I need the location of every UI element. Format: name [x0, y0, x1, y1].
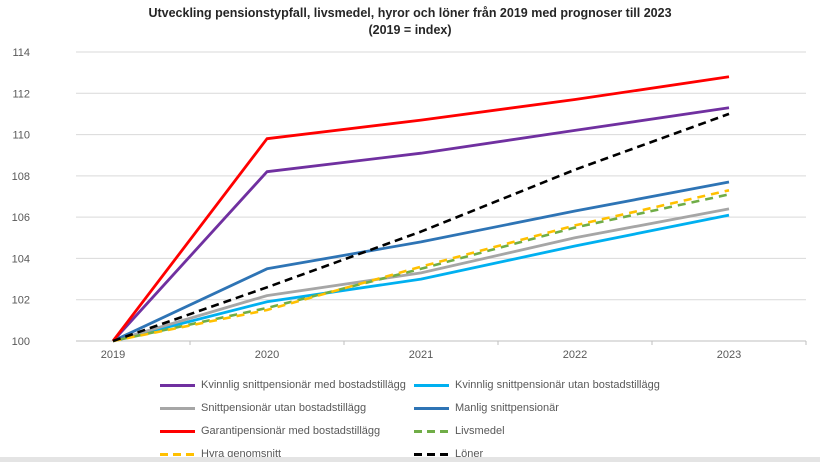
y-tick-label: 112	[12, 88, 30, 100]
series-line-snittpensionar-utan-bostadstillagg	[112, 207, 730, 343]
bottom-edge-strip	[0, 457, 820, 462]
y-tick-label: 104	[12, 253, 30, 265]
series-line-manlig-snittpensionar	[112, 180, 730, 343]
x-tick-label: 2019	[101, 349, 125, 361]
series-line-garantipensionar-med-bostadstillagg	[111, 75, 730, 342]
series-line-kvinnlig-snittpensionar-utan-bostadstillagg	[112, 213, 730, 343]
chart-subtitle: (2019 = index)	[368, 23, 452, 37]
series-line-kvinnlig-snittpensionar-med-bostadstillagg	[111, 106, 730, 342]
x-tick-label: 2022	[563, 349, 587, 361]
y-tick-label: 108	[12, 171, 30, 183]
y-tick-label: 110	[12, 130, 30, 142]
chart-title-block: Utveckling pensionstypfall, livsmedel, h…	[0, 5, 820, 39]
y-tick-label: 102	[12, 295, 30, 307]
series-line-loner	[112, 112, 730, 343]
series-line-livsmedel	[112, 193, 730, 343]
x-tick-label: 2021	[409, 349, 433, 361]
y-tick-label: 114	[12, 47, 30, 59]
series-line-hyra-genomsnitt	[112, 189, 730, 343]
x-tick-label: 2020	[255, 349, 279, 361]
chart-title: Utveckling pensionstypfall, livsmedel, h…	[148, 6, 672, 20]
y-tick-label: 100	[12, 336, 30, 348]
y-tick-label: 106	[12, 212, 30, 224]
x-tick-label: 2023	[717, 349, 741, 361]
